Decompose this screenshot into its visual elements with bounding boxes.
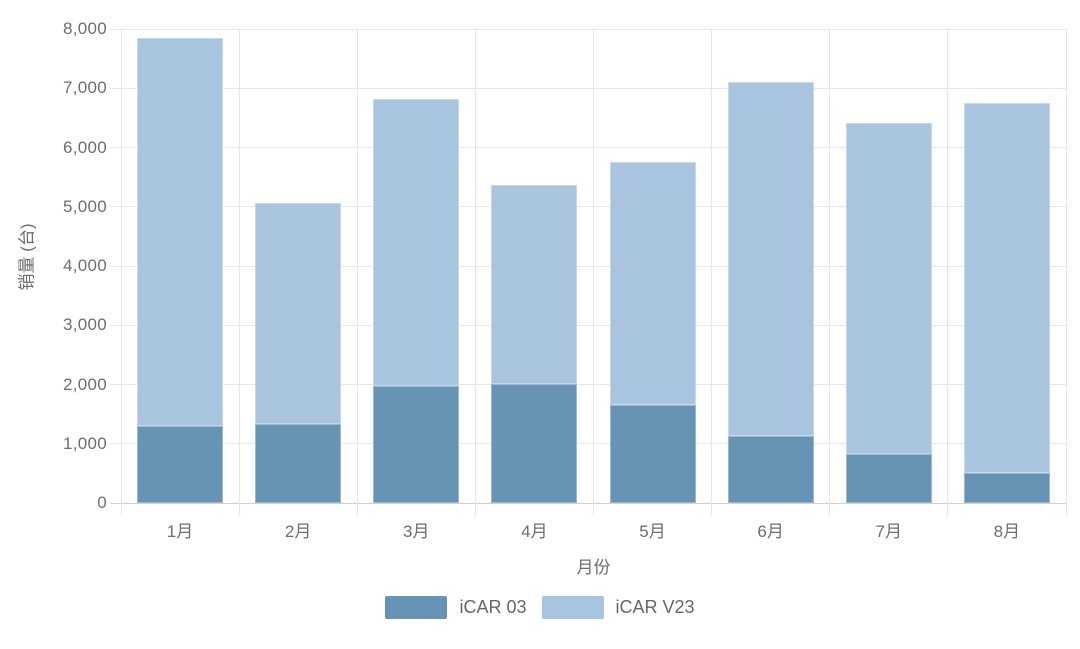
v-gridline	[1065, 29, 1067, 516]
x-tick-label-1月: 1月	[166, 522, 194, 541]
legend: iCAR 03 iCAR V23	[0, 596, 1080, 619]
legend-item-icar-03[interactable]: iCAR 03	[385, 596, 527, 619]
legend-swatch-icar-v23	[541, 596, 604, 619]
y-tick-label: 3,000	[62, 315, 107, 335]
h-gridline	[110, 87, 1066, 89]
bar-icar-03-2月[interactable]	[255, 424, 342, 503]
bar-icar-v23-8月[interactable]	[963, 103, 1050, 474]
bar-icar-03-3月[interactable]	[373, 386, 460, 503]
x-tick-label-4月: 4月	[521, 522, 548, 541]
h-gridline	[110, 324, 1066, 326]
bar-icar-v23-3月[interactable]	[373, 98, 460, 387]
h-gridline	[110, 28, 1066, 30]
v-gridline	[711, 29, 713, 516]
legend-item-icar-v23[interactable]: iCAR V23	[541, 596, 695, 619]
x-tick-label-3月: 3月	[403, 522, 430, 541]
bar-icar-v23-1月[interactable]	[137, 37, 224, 426]
h-gridline	[110, 265, 1066, 267]
h-gridline	[110, 384, 1066, 385]
h-gridline	[110, 443, 1066, 445]
y-tick-label: 4,000	[62, 256, 107, 275]
y-tick-label: 8,000	[62, 19, 107, 38]
h-gridline	[110, 206, 1066, 208]
v-gridline	[947, 29, 949, 516]
v-gridline	[829, 29, 831, 516]
y-tick-label: 5,000	[62, 196, 107, 216]
bar-icar-03-8月[interactable]	[963, 473, 1050, 503]
v-gridline	[120, 29, 122, 516]
bar-icar-03-4月[interactable]	[491, 383, 578, 503]
legend-swatch-icar-03	[385, 596, 448, 619]
bar-icar-v23-6月[interactable]	[727, 81, 814, 437]
bar-icar-03-7月[interactable]	[845, 454, 932, 503]
y-tick-label: 6,000	[62, 137, 107, 157]
x-axis-line	[110, 502, 1066, 504]
legend-label-icar-v23: iCAR V23	[615, 597, 695, 617]
bar-icar-v23-5月[interactable]	[609, 161, 696, 405]
bar-icar-v23-4月[interactable]	[491, 184, 578, 384]
v-gridline	[238, 29, 240, 516]
y-tick-label: 1,000	[62, 433, 107, 453]
y-axis-title: 销量 (台)	[17, 223, 37, 291]
bar-icar-03-5月[interactable]	[609, 404, 696, 503]
v-gridline	[474, 29, 476, 516]
bar-icar-v23-7月[interactable]	[845, 123, 932, 455]
y-tick-label: 2,000	[62, 374, 107, 394]
bar-icar-v23-2月[interactable]	[255, 203, 342, 425]
x-tick-label-8月: 8月	[993, 522, 1021, 541]
x-axis-title: 月份	[576, 558, 611, 577]
y-tick-label: 7,000	[62, 78, 107, 98]
x-tick-label-7月: 7月	[875, 522, 902, 541]
bar-icar-03-6月[interactable]	[727, 436, 814, 503]
v-gridline	[593, 29, 594, 516]
y-tick-label: 0	[97, 493, 107, 512]
legend-label-icar-03: iCAR 03	[459, 597, 527, 617]
x-tick-label-5月: 5月	[639, 522, 666, 541]
x-tick-label-2月: 2月	[284, 522, 312, 541]
h-gridline	[110, 147, 1066, 148]
bar-icar-03-1月[interactable]	[137, 425, 224, 503]
x-tick-label-6月: 6月	[757, 522, 784, 541]
v-gridline	[356, 29, 358, 516]
